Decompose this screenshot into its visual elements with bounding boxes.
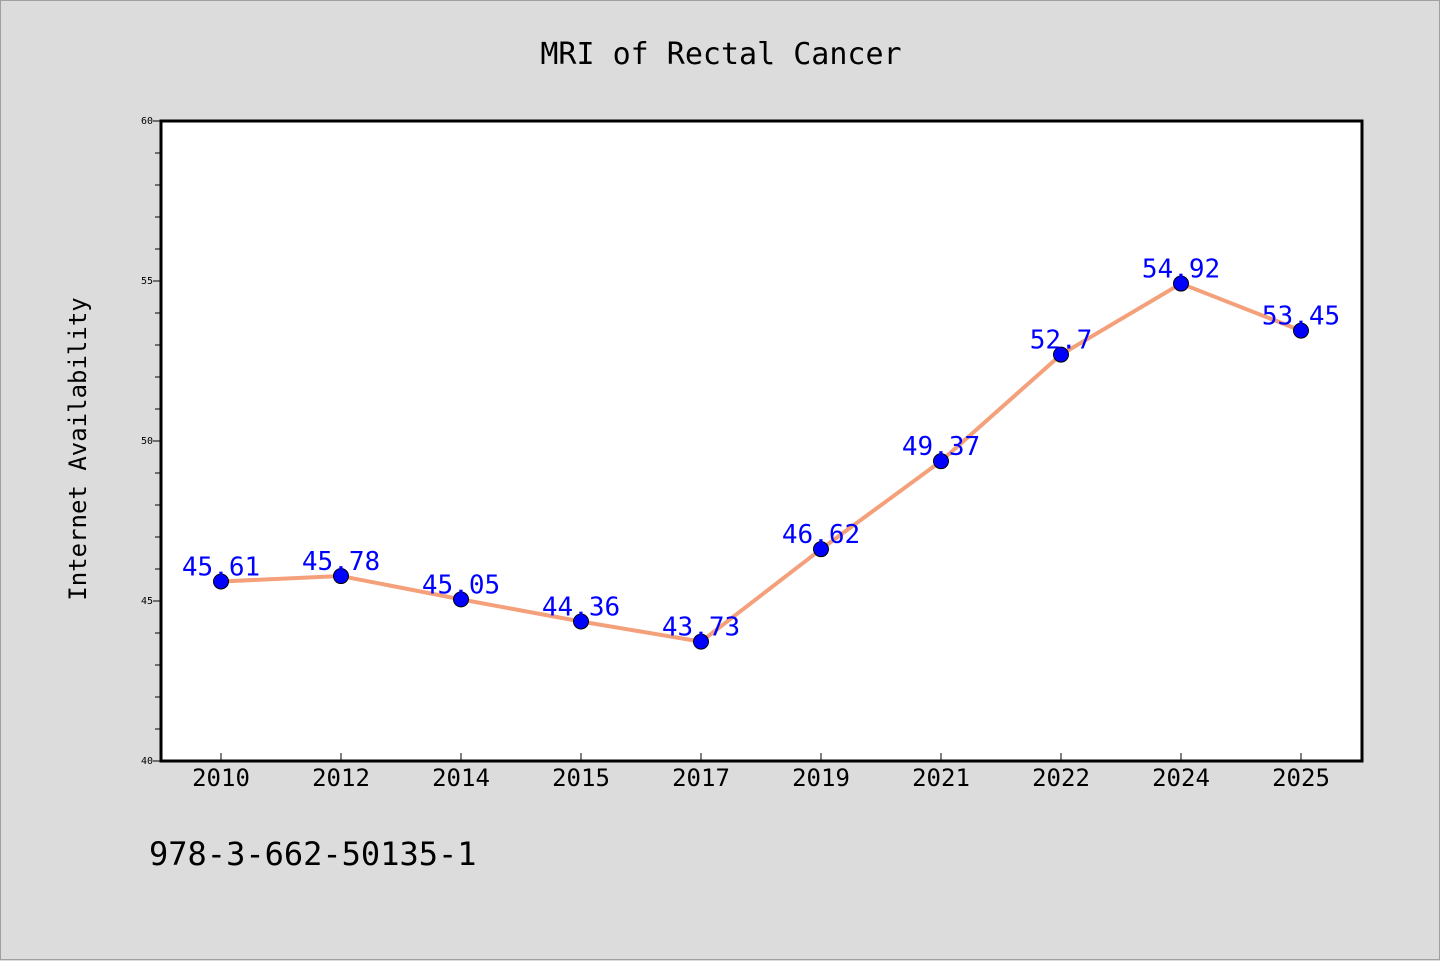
- x-tick-label: 2010: [192, 764, 250, 792]
- data-label: 53.45: [1262, 302, 1340, 332]
- series-line: [219, 281, 1303, 644]
- x-tick-label: 2021: [912, 764, 970, 792]
- data-point: [1173, 275, 1189, 292]
- x-tick-label: 2019: [792, 764, 850, 792]
- x-tick-label: 2022: [1032, 764, 1090, 792]
- data-label: 45.05: [422, 570, 500, 600]
- data-label: 54.92: [1142, 255, 1220, 285]
- y-tick-label: 55: [141, 276, 153, 287]
- data-point: [693, 633, 709, 650]
- data-label: 46.62: [782, 520, 860, 550]
- y-tick-label: 60: [141, 116, 153, 127]
- data-label: 45.78: [302, 547, 380, 577]
- plot-area: [161, 121, 1362, 761]
- x-tick-label: 2024: [1152, 764, 1210, 792]
- data-point: [453, 591, 469, 608]
- footer-code: 978-3-662-50135-1: [149, 835, 477, 873]
- chart-title: MRI of Rectal Cancer: [540, 37, 901, 72]
- data-label: 49.37: [902, 432, 980, 462]
- y-tick-label: 50: [141, 436, 153, 447]
- data-label: 45.61: [182, 552, 260, 582]
- y-axis-label: Internet Availability: [64, 297, 92, 600]
- data-label: 43.73: [662, 613, 740, 643]
- x-tick-label: 2014: [432, 764, 490, 792]
- data-point: [1293, 322, 1309, 339]
- y-tick-label: 40: [141, 756, 153, 767]
- x-tick-label: 2017: [672, 764, 730, 792]
- x-tick-label: 2012: [312, 764, 370, 792]
- data-label: 44.36: [542, 592, 620, 622]
- data-label: 52.7: [1030, 326, 1093, 356]
- x-tick-label: 2025: [1272, 764, 1330, 792]
- data-point: [933, 453, 949, 470]
- x-tick-label: 2015: [552, 764, 610, 792]
- data-point: [213, 573, 229, 590]
- data-point: [813, 541, 829, 558]
- y-tick-label: 45: [141, 596, 153, 607]
- y-axis: 40 45 50 55 60: [141, 116, 161, 767]
- data-point: [1053, 346, 1069, 363]
- plot-frame: [159, 119, 1364, 763]
- x-axis: 2010 2012 2014 2015 2017 2019 2021 2022 2024 2025: [192, 753, 1330, 792]
- series-group: 45.61 45.78 45.05 44.36 43.73 46.62 49.37 52.7 5…: [182, 255, 1340, 650]
- data-point: [573, 613, 589, 630]
- data-point: [333, 568, 349, 585]
